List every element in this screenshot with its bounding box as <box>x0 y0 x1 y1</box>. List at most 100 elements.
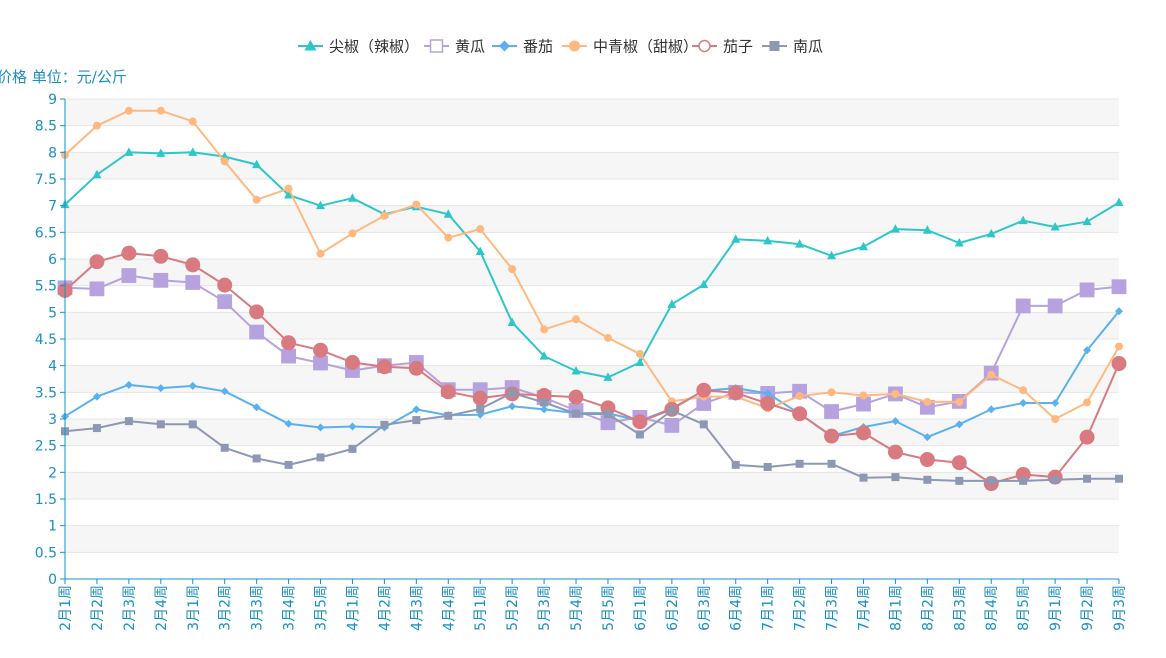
data-point <box>347 193 357 202</box>
x-tick-label: 4月1周 <box>345 585 361 631</box>
data-point <box>124 147 134 156</box>
band <box>65 365 1119 393</box>
data-point <box>281 348 296 364</box>
data-point <box>412 416 421 425</box>
data-point <box>348 422 357 431</box>
series-line <box>64 109 1120 420</box>
data-point <box>827 459 836 468</box>
legend-item-1[interactable]: 尖椒（辣椒） <box>298 38 419 56</box>
x-tick-label: 5月4周 <box>569 585 585 631</box>
data-point <box>124 380 133 389</box>
data-point <box>444 411 453 420</box>
legend-item-4[interactable]: 中青椒（甜椒） <box>562 38 698 56</box>
legend-label: 南瓜 <box>793 38 823 56</box>
y-axis-title: 价格 单位：元/公斤 <box>0 68 127 86</box>
data-point <box>824 428 840 444</box>
data-point <box>1079 282 1095 298</box>
data-point <box>1115 307 1123 316</box>
y-tick-label: 8 <box>48 145 57 161</box>
data-point <box>252 454 261 463</box>
legend[interactable]: 尖椒（辣椒） 黄瓜 番茄 中青椒（甜椒） 茄子 南瓜 <box>298 38 823 56</box>
data-point <box>217 294 233 310</box>
data-point <box>281 335 297 351</box>
data-point <box>955 420 964 429</box>
legend-item-5[interactable]: 茄子 <box>692 38 753 56</box>
data-point <box>635 430 644 439</box>
data-point <box>923 397 932 406</box>
data-point <box>252 159 262 169</box>
legend-label: 尖椒（辣椒） <box>329 38 419 56</box>
data-point <box>887 444 903 460</box>
band <box>65 525 1119 553</box>
data-point <box>92 169 102 179</box>
data-point <box>572 315 581 324</box>
data-point <box>508 402 517 411</box>
legend-item-3[interactable]: 番茄 <box>492 38 553 56</box>
data-point <box>440 384 456 400</box>
data-point <box>220 157 229 166</box>
x-tick-label: 4月3周 <box>409 585 425 631</box>
data-point <box>284 184 293 193</box>
data-point <box>955 476 964 485</box>
x-tick-label: 4月4周 <box>441 585 457 631</box>
band <box>65 152 1119 179</box>
legend-marker <box>569 40 580 52</box>
data-point <box>1114 197 1124 206</box>
data-point <box>188 117 197 126</box>
data-point <box>188 147 198 156</box>
data-point <box>1083 346 1092 355</box>
data-point <box>890 224 900 233</box>
band <box>65 419 1119 446</box>
x-tick-label: 3月1周 <box>186 585 202 631</box>
data-point <box>412 405 421 414</box>
data-point <box>472 390 488 406</box>
x-tick-label: 6月4周 <box>729 585 745 631</box>
y-tick-label: 5.5 <box>35 279 57 295</box>
data-point <box>603 410 612 419</box>
data-point <box>316 423 325 432</box>
data-point <box>635 357 645 366</box>
band <box>65 312 1119 339</box>
data-point <box>540 405 549 414</box>
legend-item-2[interactable]: 黄瓜 <box>424 38 485 56</box>
data-point <box>571 366 581 375</box>
data-point <box>731 234 741 243</box>
data-point <box>121 245 137 261</box>
series-1 <box>60 147 1124 381</box>
x-tick-label: 5月5周 <box>601 585 617 631</box>
series-2 <box>57 268 1127 433</box>
data-point <box>856 425 871 441</box>
data-point <box>827 388 836 397</box>
data-point <box>476 404 485 413</box>
series-6 <box>61 388 1123 485</box>
band <box>65 472 1119 499</box>
data-point <box>951 455 967 471</box>
data-point <box>316 453 325 462</box>
x-tick-label: 2月2周 <box>90 585 106 631</box>
x-tick-label: 7月4周 <box>856 585 872 631</box>
y-tick-label: 8.5 <box>35 119 57 135</box>
data-point <box>568 389 584 405</box>
data-point <box>92 121 101 130</box>
y-tick-label: 2 <box>48 465 57 481</box>
data-point <box>540 325 549 334</box>
x-tick-label: 7月1周 <box>761 585 777 631</box>
data-point <box>919 452 935 468</box>
y-tick-label: 0 <box>48 572 57 588</box>
data-point <box>923 433 932 442</box>
y-tick-label: 4.5 <box>35 332 57 348</box>
data-point <box>1115 474 1123 483</box>
x-tick-label: 3月5周 <box>314 585 330 631</box>
x-tick-label: 6月2周 <box>665 585 681 631</box>
band <box>65 99 1119 126</box>
x-tick-label: 4月2周 <box>377 585 393 631</box>
y-tick-label: 4 <box>48 359 57 375</box>
data-point <box>763 463 772 471</box>
x-tick-label: 3月4周 <box>282 585 298 631</box>
data-point <box>858 241 868 251</box>
x-tick-label: 5月3周 <box>537 585 553 631</box>
data-point <box>891 389 900 398</box>
legend-item-6[interactable]: 南瓜 <box>762 38 823 56</box>
data-point <box>731 460 740 469</box>
